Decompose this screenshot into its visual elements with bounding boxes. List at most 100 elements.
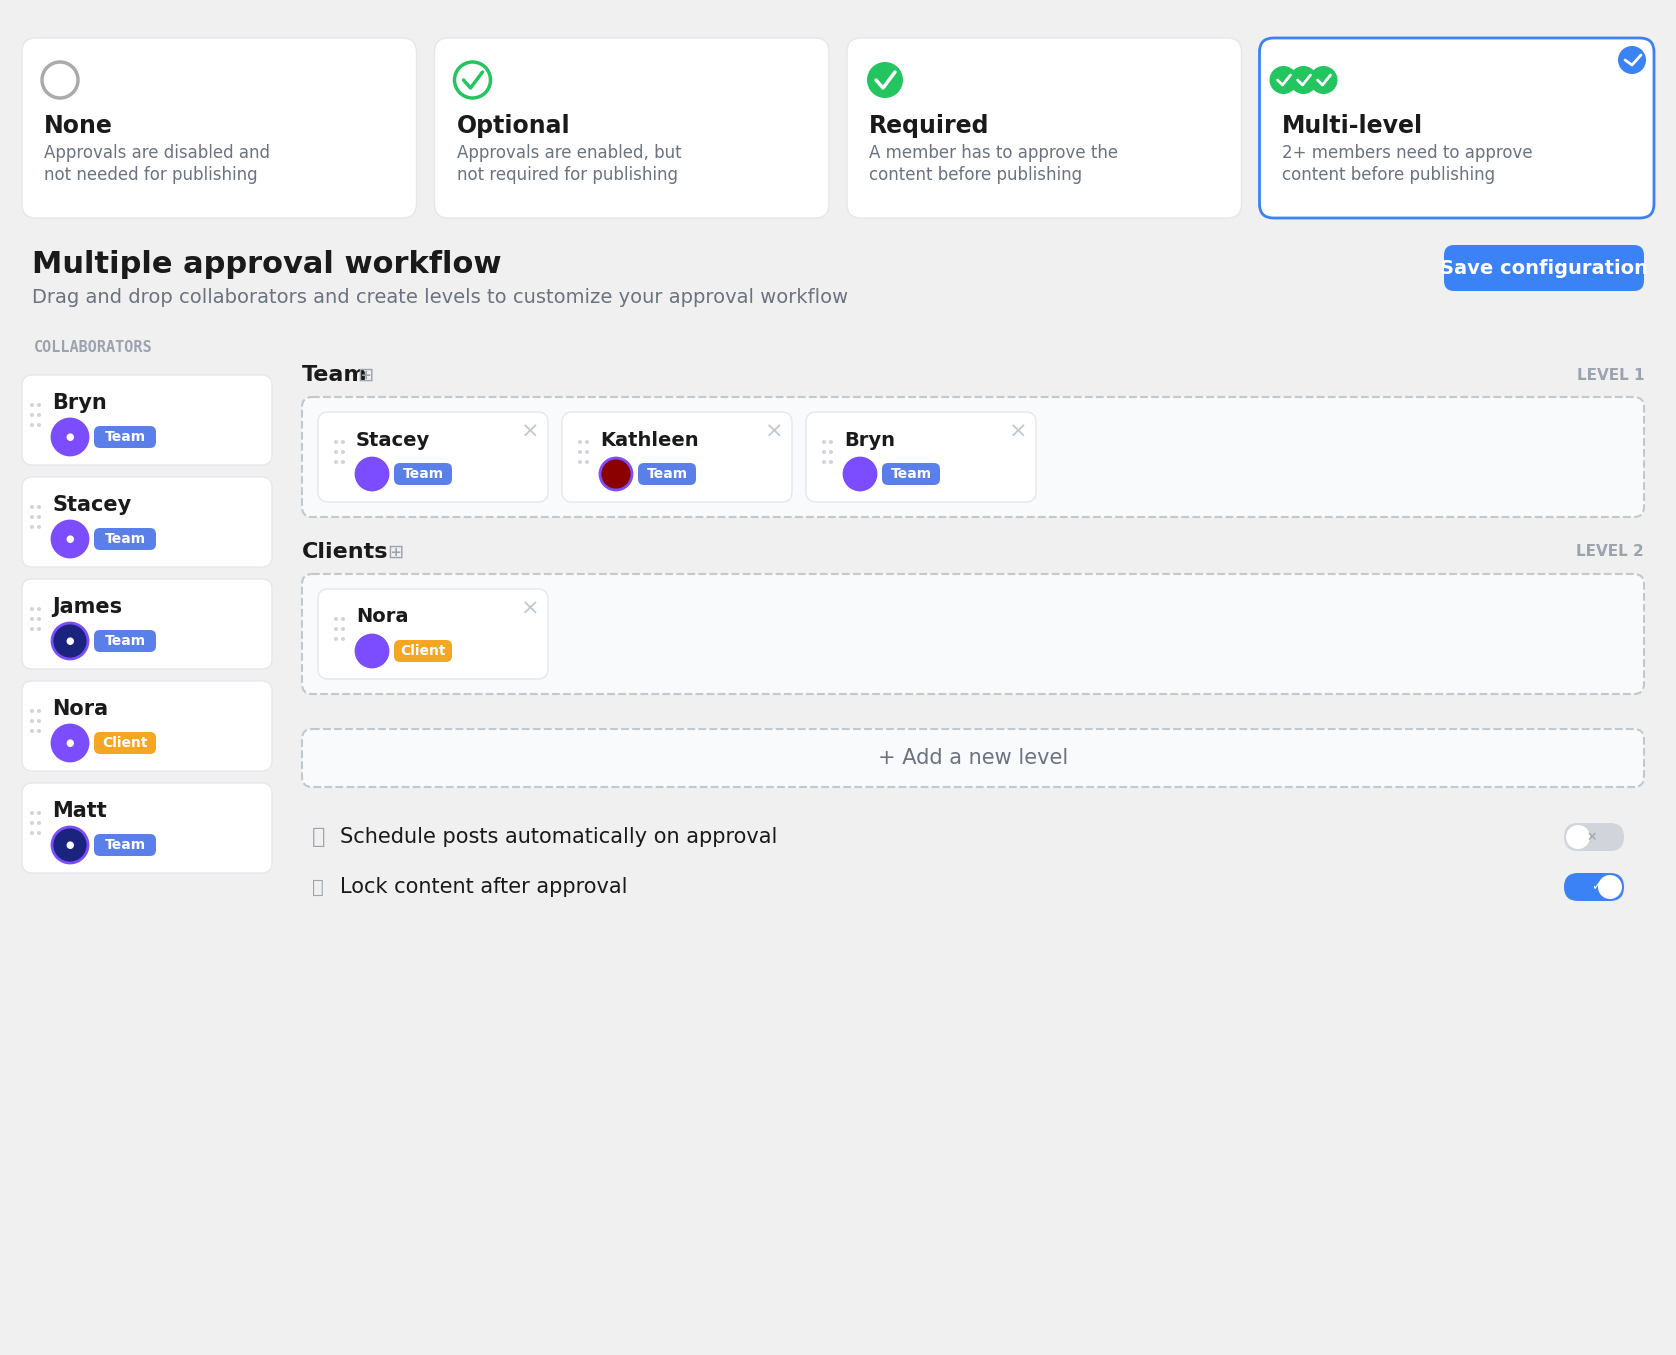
Text: Team: Team xyxy=(104,533,146,546)
Text: Team: Team xyxy=(104,430,146,444)
Circle shape xyxy=(30,627,34,631)
FancyBboxPatch shape xyxy=(94,833,156,856)
Circle shape xyxy=(30,729,34,733)
Circle shape xyxy=(30,505,34,509)
Text: Multiple approval workflow: Multiple approval workflow xyxy=(32,251,501,279)
Circle shape xyxy=(37,402,40,406)
Text: None: None xyxy=(44,114,112,138)
Circle shape xyxy=(30,515,34,519)
Text: LEVEL 2: LEVEL 2 xyxy=(1575,545,1644,560)
Circle shape xyxy=(30,413,34,417)
FancyBboxPatch shape xyxy=(302,575,1644,694)
Circle shape xyxy=(585,450,588,454)
Circle shape xyxy=(30,831,34,835)
Text: not needed for publishing: not needed for publishing xyxy=(44,167,258,184)
Circle shape xyxy=(52,827,89,863)
Text: LEVEL 1: LEVEL 1 xyxy=(1577,367,1644,382)
Circle shape xyxy=(821,450,826,454)
Circle shape xyxy=(866,62,903,98)
FancyBboxPatch shape xyxy=(561,412,793,501)
Text: Drag and drop collaborators and create levels to customize your approval workflo: Drag and drop collaborators and create l… xyxy=(32,289,848,308)
Circle shape xyxy=(37,627,40,631)
Text: Required: Required xyxy=(868,114,989,138)
Circle shape xyxy=(52,419,89,455)
Text: content before publishing: content before publishing xyxy=(1282,167,1495,184)
Circle shape xyxy=(334,450,339,454)
Circle shape xyxy=(52,725,89,762)
Text: ●: ● xyxy=(65,534,74,543)
Circle shape xyxy=(1617,46,1646,75)
Text: Bryn: Bryn xyxy=(52,393,107,413)
Circle shape xyxy=(37,524,40,528)
Circle shape xyxy=(585,440,588,444)
Text: Stacey: Stacey xyxy=(52,495,131,515)
Circle shape xyxy=(1269,66,1297,93)
Circle shape xyxy=(52,522,89,557)
Text: 2+ members need to approve: 2+ members need to approve xyxy=(1282,144,1532,163)
Circle shape xyxy=(37,423,40,427)
FancyBboxPatch shape xyxy=(639,463,696,485)
Circle shape xyxy=(355,635,389,667)
Text: ✓: ✓ xyxy=(1591,881,1601,893)
Circle shape xyxy=(30,812,34,814)
Text: Bryn: Bryn xyxy=(845,431,895,450)
Circle shape xyxy=(830,450,833,454)
Circle shape xyxy=(334,617,339,621)
Text: James: James xyxy=(52,598,122,617)
Circle shape xyxy=(821,459,826,463)
Circle shape xyxy=(37,505,40,509)
FancyBboxPatch shape xyxy=(1564,873,1624,901)
Circle shape xyxy=(334,627,339,631)
Circle shape xyxy=(340,450,345,454)
Text: content before publishing: content before publishing xyxy=(868,167,1083,184)
Circle shape xyxy=(1289,66,1317,93)
Text: ●: ● xyxy=(65,432,74,442)
Text: Clients: Clients xyxy=(302,542,389,562)
Circle shape xyxy=(1565,825,1591,850)
Text: Client: Client xyxy=(401,644,446,659)
Text: ●: ● xyxy=(65,840,74,850)
Circle shape xyxy=(334,440,339,444)
Text: Schedule posts automatically on approval: Schedule posts automatically on approval xyxy=(340,827,778,847)
Text: 🔒: 🔒 xyxy=(312,878,323,897)
Text: ×: × xyxy=(1009,421,1027,442)
Text: ●: ● xyxy=(65,738,74,748)
Circle shape xyxy=(830,440,833,444)
Circle shape xyxy=(37,515,40,519)
FancyBboxPatch shape xyxy=(394,463,453,485)
Circle shape xyxy=(340,459,345,463)
Circle shape xyxy=(30,821,34,825)
Circle shape xyxy=(821,440,826,444)
Text: Team: Team xyxy=(890,467,932,481)
Circle shape xyxy=(37,413,40,417)
Circle shape xyxy=(845,458,877,491)
Circle shape xyxy=(578,440,582,444)
Circle shape xyxy=(340,637,345,641)
Text: ●: ● xyxy=(65,635,74,646)
Circle shape xyxy=(37,729,40,733)
Circle shape xyxy=(30,607,34,611)
Text: Optional: Optional xyxy=(456,114,570,138)
Text: Stacey: Stacey xyxy=(355,431,431,450)
Text: ⏱: ⏱ xyxy=(312,827,325,847)
FancyBboxPatch shape xyxy=(22,375,272,465)
Text: A member has to approve the: A member has to approve the xyxy=(868,144,1118,163)
FancyBboxPatch shape xyxy=(302,729,1644,787)
Circle shape xyxy=(30,709,34,713)
Text: ×: × xyxy=(521,599,540,619)
FancyBboxPatch shape xyxy=(882,463,940,485)
Circle shape xyxy=(37,607,40,611)
Text: Kathleen: Kathleen xyxy=(600,431,699,450)
Circle shape xyxy=(585,459,588,463)
Circle shape xyxy=(30,524,34,528)
FancyBboxPatch shape xyxy=(302,397,1644,518)
Circle shape xyxy=(578,450,582,454)
FancyBboxPatch shape xyxy=(846,38,1242,218)
Text: ⊞: ⊞ xyxy=(387,542,404,561)
Circle shape xyxy=(52,623,89,659)
Circle shape xyxy=(37,831,40,835)
Text: not required for publishing: not required for publishing xyxy=(456,167,677,184)
Text: Lock content after approval: Lock content after approval xyxy=(340,877,627,897)
Text: Team: Team xyxy=(402,467,444,481)
Circle shape xyxy=(1309,66,1337,93)
